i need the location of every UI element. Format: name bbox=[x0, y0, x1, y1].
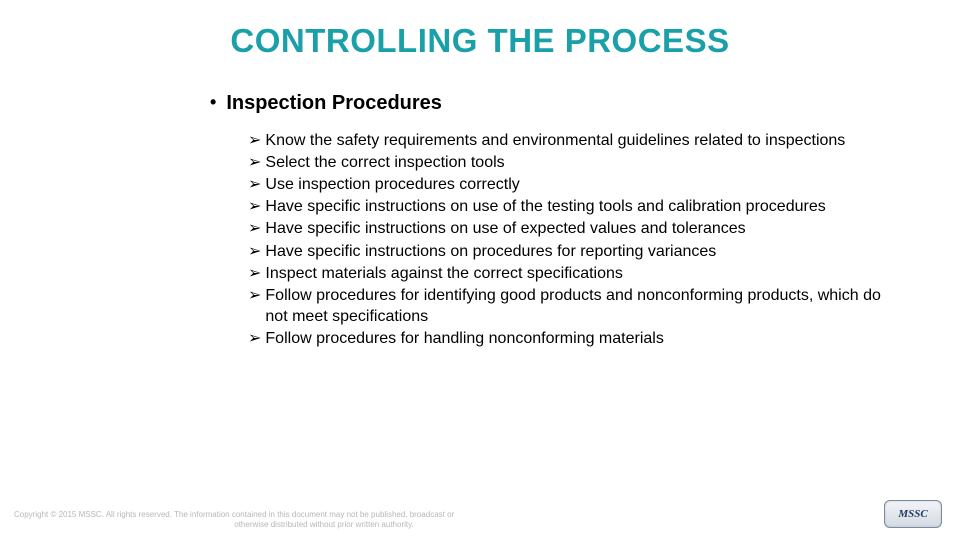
list-item: ➢Follow procedures for handling nonconfo… bbox=[248, 328, 888, 349]
copyright-footer: Copyright © 2015 MSSC. All rights reserv… bbox=[14, 510, 634, 530]
footer-line2: otherwise distributed without prior writ… bbox=[14, 520, 634, 530]
list-item-text: Use inspection procedures correctly bbox=[265, 174, 888, 195]
section-heading-row: • Inspection Procedures bbox=[210, 92, 442, 115]
chevron-icon: ➢ bbox=[248, 196, 261, 217]
list-item-text: Inspect materials against the correct sp… bbox=[265, 263, 888, 284]
list-item: ➢Have specific instructions on procedure… bbox=[248, 241, 888, 262]
chevron-icon: ➢ bbox=[248, 218, 261, 239]
list-item: ➢Inspect materials against the correct s… bbox=[248, 263, 888, 284]
chevron-icon: ➢ bbox=[248, 285, 261, 306]
chevron-icon: ➢ bbox=[248, 174, 261, 195]
chevron-icon: ➢ bbox=[248, 328, 261, 349]
mssc-logo: MSSC bbox=[884, 500, 942, 528]
list-item-text: Know the safety requirements and environ… bbox=[265, 130, 888, 151]
slide: CONTROLLING THE PROCESS • Inspection Pro… bbox=[0, 0, 960, 540]
chevron-icon: ➢ bbox=[248, 130, 261, 151]
procedure-list: ➢Know the safety requirements and enviro… bbox=[248, 130, 888, 350]
list-item: ➢Know the safety requirements and enviro… bbox=[248, 130, 888, 151]
chevron-icon: ➢ bbox=[248, 241, 261, 262]
list-item-text: Follow procedures for handling nonconfor… bbox=[265, 328, 888, 349]
list-item: ➢Have specific instructions on use of th… bbox=[248, 196, 888, 217]
logo-text: MSSC bbox=[898, 508, 927, 520]
slide-title: CONTROLLING THE PROCESS bbox=[0, 22, 960, 60]
list-item: ➢Follow procedures for identifying good … bbox=[248, 285, 888, 327]
bullet-dot: • bbox=[210, 92, 216, 114]
chevron-icon: ➢ bbox=[248, 263, 261, 284]
footer-line1: Copyright © 2015 MSSC. All rights reserv… bbox=[14, 510, 634, 520]
list-item: ➢Select the correct inspection tools bbox=[248, 152, 888, 173]
section-heading: Inspection Procedures bbox=[226, 92, 442, 115]
list-item-text: Have specific instructions on use of the… bbox=[265, 196, 888, 217]
chevron-icon: ➢ bbox=[248, 152, 261, 173]
list-item-text: Follow procedures for identifying good p… bbox=[265, 285, 888, 327]
list-item-text: Select the correct inspection tools bbox=[265, 152, 888, 173]
list-item-text: Have specific instructions on use of exp… bbox=[265, 218, 888, 239]
list-item-text: Have specific instructions on procedures… bbox=[265, 241, 888, 262]
list-item: ➢Use inspection procedures correctly bbox=[248, 174, 888, 195]
list-item: ➢Have specific instructions on use of ex… bbox=[248, 218, 888, 239]
